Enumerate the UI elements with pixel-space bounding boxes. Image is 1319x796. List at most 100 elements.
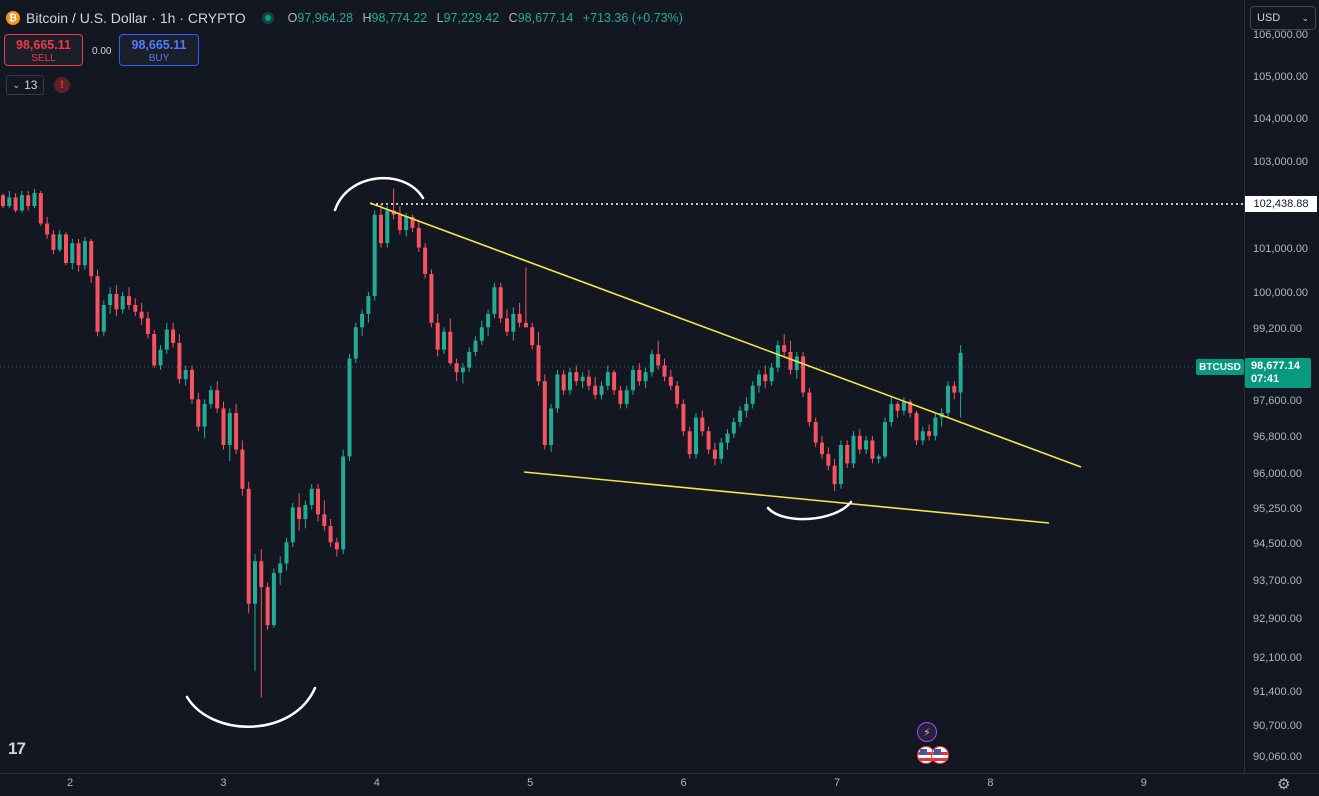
candle [108, 287, 113, 314]
candle-body [19, 195, 24, 211]
symbol-title[interactable]: Bitcoin / U.S. Dollar · 1h · CRYPTO [26, 10, 246, 26]
candle-body [662, 365, 667, 377]
upper-trendline [369, 202, 1082, 468]
candle-body [486, 313, 491, 328]
candle-body [316, 488, 320, 515]
candle-body [265, 587, 270, 626]
us-flag-event-icon[interactable] [917, 746, 935, 764]
candle-body [857, 435, 862, 450]
candle [568, 367, 572, 395]
symbol-tag: BTCUSD [1196, 359, 1244, 375]
candle [347, 354, 352, 462]
candle [429, 269, 434, 328]
candle-body [712, 449, 717, 459]
candles-group [1, 188, 963, 698]
candle-body [920, 431, 925, 441]
candle [700, 410, 705, 436]
candle [517, 302, 522, 328]
candle [750, 381, 755, 409]
candle-body [221, 408, 226, 445]
candle-body [448, 331, 453, 364]
time-tick-label: 8 [987, 777, 994, 789]
gear-icon[interactable]: ⚙ [1277, 776, 1291, 793]
candle [221, 401, 226, 450]
candle-body [76, 243, 81, 266]
candle [196, 392, 201, 432]
candle [801, 351, 806, 398]
last-price-value: 98,677.14 [1251, 360, 1300, 372]
candle [927, 424, 932, 441]
candle [612, 369, 617, 395]
candle [133, 298, 138, 317]
candle-body [145, 318, 150, 334]
tradingview-logo-icon[interactable]: 17 [8, 739, 26, 758]
candle [561, 369, 566, 395]
candle [820, 435, 824, 459]
candle [397, 206, 402, 235]
candle-body [958, 352, 963, 393]
buy-button[interactable]: 98,665.11 BUY [119, 34, 199, 66]
time-axis[interactable] [0, 773, 1319, 796]
us-flag-event-icon[interactable] [931, 746, 949, 764]
candle [19, 190, 24, 213]
sell-button[interactable]: 98,665.11 SELL [4, 34, 83, 66]
candle-body [568, 372, 572, 391]
candle-body [914, 412, 919, 441]
candle-body [89, 241, 94, 277]
last-price-label: 98,677.14 07:41 [1245, 358, 1311, 388]
warning-icon[interactable]: ! [54, 77, 70, 93]
candle [303, 500, 308, 529]
candle [26, 190, 31, 211]
candle [208, 385, 213, 409]
candle [435, 313, 440, 357]
candle-body [259, 561, 264, 588]
candle-body [208, 390, 213, 404]
candle-body [51, 234, 56, 250]
candle [813, 417, 818, 448]
indicators-toggle-button[interactable]: ⌄ 13 [6, 75, 44, 95]
candle [360, 309, 365, 337]
candle [523, 267, 528, 328]
time-tick-label: 4 [373, 777, 380, 789]
indicator-count: 13 [24, 78, 38, 92]
candle-body [895, 403, 900, 411]
candle [164, 322, 169, 355]
price-tick-label: 91,400.00 [1253, 685, 1302, 698]
candle [38, 190, 43, 226]
bar-countdown: 07:41 [1251, 373, 1280, 385]
candle-body [366, 296, 371, 314]
candle [120, 291, 125, 314]
ohlc-high: 98,774.22 [371, 11, 428, 25]
candle-body [788, 351, 793, 370]
candle-body [473, 340, 478, 352]
lightning-event-icon[interactable]: ⚡ [917, 722, 937, 742]
market-status-icon[interactable] [261, 12, 274, 24]
candle [908, 399, 913, 418]
candle [631, 365, 635, 395]
candle [807, 388, 812, 427]
sell-label: SELL [31, 53, 56, 64]
currency-select[interactable]: USD ⌄ [1250, 6, 1316, 30]
candle-body [82, 241, 87, 266]
candle [76, 238, 81, 272]
candle [454, 358, 459, 382]
candle [498, 282, 503, 323]
time-tick-label: 2 [66, 777, 74, 789]
candle [782, 333, 787, 357]
candle-body [467, 351, 472, 368]
candle [901, 397, 906, 416]
candle-body [114, 293, 119, 310]
candle-body [870, 440, 875, 459]
candle-body [530, 327, 535, 346]
candle [215, 381, 220, 413]
candle [379, 203, 383, 248]
candle [89, 238, 94, 283]
right-bottom-arc [766, 500, 853, 521]
candle [939, 408, 944, 427]
time-tick-label: 9 [1140, 777, 1147, 789]
candle [637, 363, 642, 386]
ohlc-legend: O97,964.28 H98,774.22 L97,229.42 C98,677… [287, 11, 683, 25]
candle [460, 363, 465, 384]
price-tick-label: 94,500.00 [1253, 537, 1302, 550]
